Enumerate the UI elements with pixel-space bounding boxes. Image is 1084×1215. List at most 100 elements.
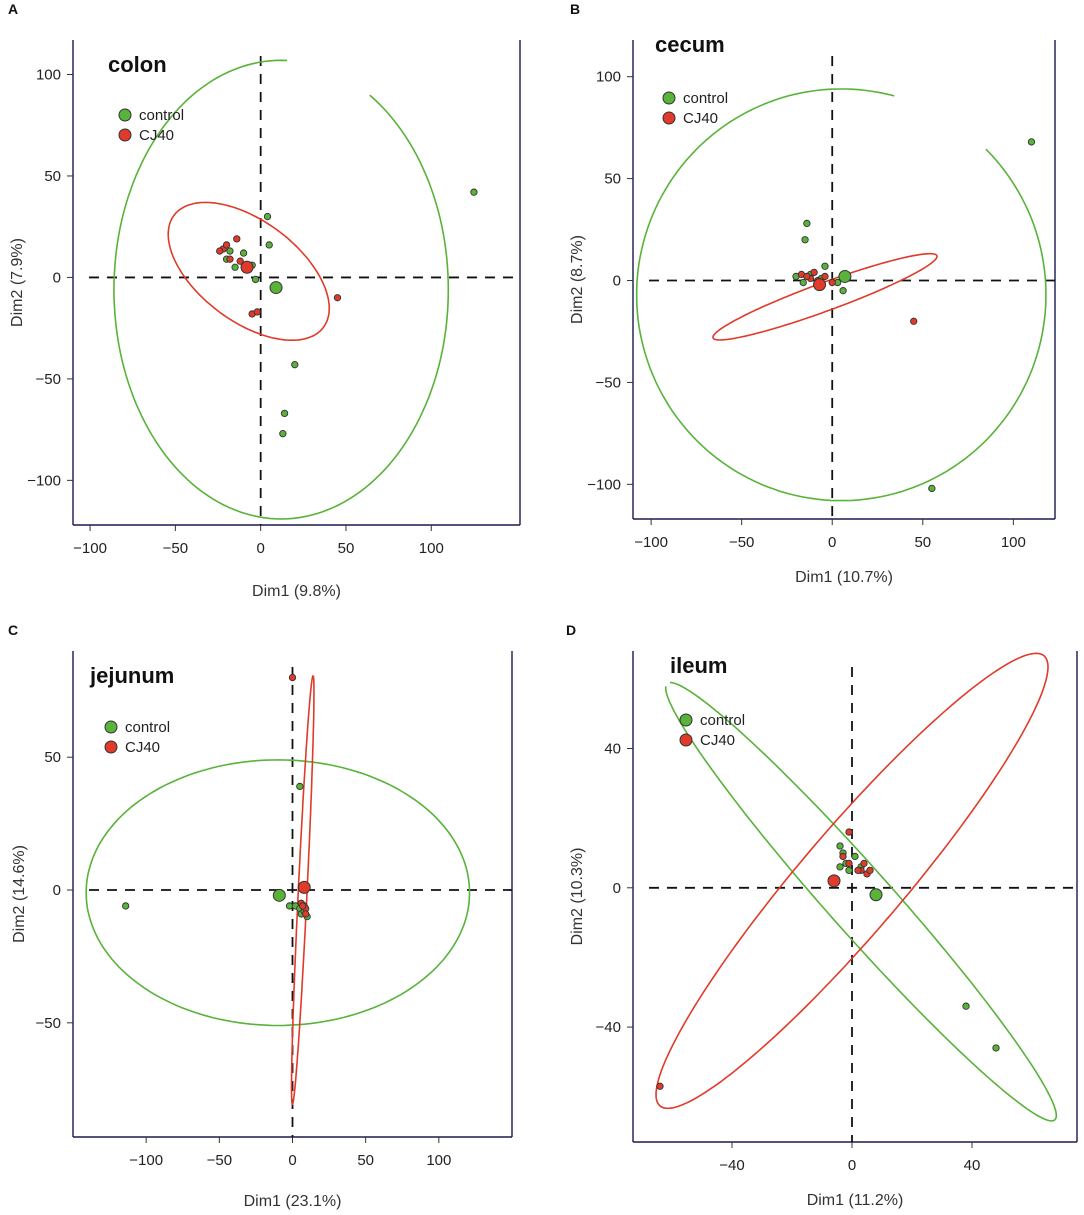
control-point bbox=[291, 361, 299, 369]
control-point bbox=[226, 247, 234, 255]
control-point bbox=[992, 1044, 1000, 1052]
control-ellipse bbox=[664, 681, 1058, 1122]
control-point bbox=[265, 241, 273, 249]
control-point bbox=[851, 852, 859, 861]
control-centroid bbox=[838, 269, 852, 283]
cj40-point bbox=[299, 902, 307, 910]
x-tick-label: −50 bbox=[207, 1152, 232, 1169]
cj40-centroid bbox=[827, 874, 841, 888]
x-axis-label: Dim1 (10.7%) bbox=[795, 569, 893, 586]
cj40-centroid bbox=[813, 278, 827, 292]
cj40-centroid bbox=[297, 880, 311, 894]
panel-title: ileum bbox=[670, 653, 727, 678]
x-axis-label: Dim1 (23.1%) bbox=[244, 1193, 342, 1210]
panel-letter: B bbox=[570, 1, 580, 17]
y-axis-label: Dim2 (10.3%) bbox=[569, 848, 586, 946]
cj40-ellipse bbox=[167, 201, 331, 342]
y-axis-label: Dim2 (7.9%) bbox=[9, 238, 26, 327]
cj40-ellipse bbox=[655, 652, 1049, 1110]
panel-ileum: D −40 0 40 −40 0 40 ileum control CJ40 Dim1 (11.2%… bbox=[566, 622, 1078, 1209]
cj40-point bbox=[821, 272, 829, 281]
control-ellipse bbox=[85, 759, 471, 1027]
cj40-point bbox=[288, 673, 297, 682]
y-tick-label: 0 bbox=[53, 882, 61, 899]
x-tick-label: −50 bbox=[163, 540, 188, 557]
x-tick-label: −100 bbox=[634, 534, 668, 551]
x-tick-label: −100 bbox=[129, 1152, 163, 1169]
x-axis-label: Dim1 (9.8%) bbox=[252, 583, 341, 600]
y-tick-label: −40 bbox=[596, 1019, 621, 1036]
x-axis-label: Dim1 (11.2%) bbox=[807, 1192, 904, 1209]
legend-marker-cj40 bbox=[679, 733, 693, 747]
y-tick-label: 50 bbox=[604, 171, 621, 188]
y-tick-label: −50 bbox=[36, 371, 61, 388]
cj40-centroid bbox=[240, 260, 254, 274]
legend-marker-control bbox=[104, 720, 118, 734]
control-point bbox=[122, 902, 130, 910]
y-tick-label: 0 bbox=[53, 269, 61, 286]
control-centroid bbox=[869, 888, 883, 902]
control-point bbox=[1027, 138, 1036, 146]
cj40-point bbox=[302, 910, 310, 918]
panel-title: jejunum bbox=[89, 663, 174, 688]
x-tick-label: 0 bbox=[828, 534, 836, 551]
y-tick-label: −100 bbox=[27, 472, 61, 489]
panel-letter: A bbox=[8, 1, 18, 17]
cj40-point bbox=[839, 852, 847, 861]
control-point bbox=[231, 263, 239, 271]
panel-letter: C bbox=[8, 622, 18, 638]
legend-marker-cj40 bbox=[104, 740, 118, 754]
cj40-point bbox=[803, 272, 811, 281]
cj40-point bbox=[866, 866, 874, 875]
y-axis-label: Dim2 (14.6%) bbox=[11, 845, 28, 943]
control-centroid bbox=[269, 281, 283, 295]
y-tick-label: −50 bbox=[596, 374, 621, 391]
control-point bbox=[803, 219, 811, 228]
x-tick-label: −40 bbox=[719, 1157, 744, 1174]
panel-jejunum: C −100 −50 0 50 100 −50 0 50 jejunum control CJ40 Di… bbox=[8, 622, 513, 1210]
cj40-point bbox=[810, 268, 818, 277]
cj40-ellipse bbox=[712, 252, 938, 341]
y-axis-label: Dim2 (8.7%) bbox=[569, 235, 586, 324]
panel-title: cecum bbox=[655, 32, 725, 57]
control-point bbox=[280, 409, 289, 418]
cj40-point bbox=[333, 294, 342, 302]
control-point bbox=[263, 212, 272, 221]
control-point bbox=[836, 863, 844, 871]
control-point bbox=[801, 236, 809, 244]
cj40-point bbox=[233, 235, 241, 243]
legend-marker-cj40 bbox=[662, 111, 676, 125]
x-tick-label: 50 bbox=[914, 534, 931, 551]
x-tick-label: −100 bbox=[73, 540, 107, 557]
x-tick-label: 100 bbox=[419, 540, 444, 557]
control-point bbox=[799, 278, 807, 287]
control-point bbox=[470, 188, 478, 196]
legend-marker-control bbox=[662, 91, 676, 105]
y-tick-label: 50 bbox=[44, 168, 61, 185]
y-tick-label: 50 bbox=[44, 749, 61, 766]
control-point bbox=[845, 866, 853, 875]
y-tick-label: 100 bbox=[596, 69, 621, 86]
y-tick-label: −100 bbox=[587, 476, 621, 493]
x-tick-label: 100 bbox=[1001, 534, 1026, 551]
x-tick-label: 0 bbox=[256, 540, 264, 557]
control-point bbox=[279, 430, 287, 438]
control-point bbox=[296, 782, 304, 791]
cj40-point bbox=[236, 257, 244, 265]
cj40-point bbox=[860, 859, 868, 868]
cj40-point bbox=[216, 247, 224, 255]
cj40-point bbox=[845, 828, 853, 836]
cj40-point bbox=[828, 278, 836, 287]
legend-label-control: control bbox=[683, 90, 728, 107]
x-tick-label: 50 bbox=[338, 540, 355, 557]
x-tick-label: 0 bbox=[848, 1157, 856, 1174]
control-point bbox=[821, 262, 829, 270]
cj40-point bbox=[845, 859, 853, 868]
panel-colon: A −100 −50 0 50 100 −100 −50 0 50 100 colon control C… bbox=[8, 1, 521, 600]
x-tick-label: 50 bbox=[357, 1152, 374, 1169]
legend-marker-control bbox=[118, 108, 132, 122]
legend-label-control: control bbox=[125, 719, 170, 736]
y-tick-label: −50 bbox=[36, 1015, 61, 1032]
cj40-point bbox=[656, 1082, 664, 1090]
panel-title: colon bbox=[108, 52, 167, 77]
